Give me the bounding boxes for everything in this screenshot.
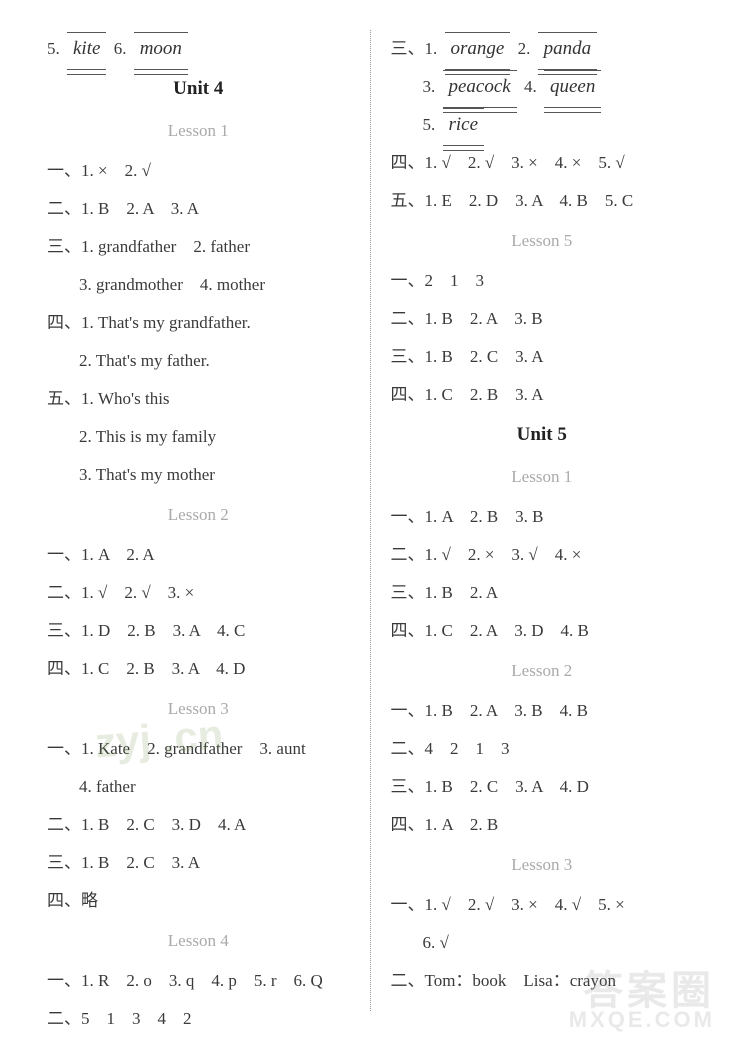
answer-line: 五、1. E 2. D 3. A 4. B 5. C (391, 182, 694, 220)
lesson-heading: Lesson 1 (391, 456, 694, 498)
lesson-heading: Lesson 5 (391, 220, 694, 262)
blank-answer: moon (134, 30, 188, 68)
answer-line: 五、1. Who's this (47, 380, 350, 418)
item-number: 5. (423, 115, 436, 134)
blank-answer: kite (67, 30, 106, 68)
item-number: 三、1. (391, 39, 438, 58)
unit-heading: Unit 5 (391, 414, 694, 456)
answer-line: 一、2 1 3 (391, 262, 694, 300)
answer-line: 二、1. √ 2. √ 3. × (47, 574, 350, 612)
lesson-heading: Lesson 1 (47, 110, 350, 152)
item-number: 3. (423, 77, 436, 96)
lesson-heading: Lesson 4 (47, 920, 350, 962)
answer-line: 三、1. B 2. C 3. A 4. D (391, 768, 694, 806)
answer-line: 二、1. B 2. A 3. A (47, 190, 350, 228)
item-number: 5. (47, 39, 60, 58)
answer-line: 一、1. A 2. A (47, 536, 350, 574)
answer-line: 三、1. grandfather 2. father (47, 228, 350, 266)
blank-line: 3. peacock 4. queen (391, 68, 694, 106)
answer-line: 二、1. √ 2. × 3. √ 4. × (391, 536, 694, 574)
answer-line: 四、1. A 2. B (391, 806, 694, 844)
answer-line: 一、1. × 2. √ (47, 152, 350, 190)
blank-answer: peacock (443, 68, 517, 106)
answer-line: 二、4 2 1 3 (391, 730, 694, 768)
lesson-heading: Lesson 3 (391, 844, 694, 886)
item-number: 4. (524, 77, 537, 96)
answer-line: 一、1. R 2. o 3. q 4. p 5. r 6. Q (47, 962, 350, 1000)
answer-line: 四、1. That's my grandfather. (47, 304, 350, 342)
blank-answer: panda (538, 30, 598, 68)
answer-line: 二、1. B 2. A 3. B (391, 300, 694, 338)
blank-line: 三、1. orange 2. panda (391, 30, 694, 68)
answer-line: 四、1. C 2. B 3. A (391, 376, 694, 414)
answer-line: 一、1. √ 2. √ 3. × 4. √ 5. × (391, 886, 694, 924)
answer-line: 一、1. Kate 2. grandfather 3. aunt (47, 730, 350, 768)
blank-line: 5. kite 6. moon (47, 30, 350, 68)
answer-line: 三、1. B 2. C 3. A (391, 338, 694, 376)
answer-page: 5. kite 6. moon Unit 4 Lesson 1 一、1. × 2… (0, 0, 740, 1041)
left-column: 5. kite 6. moon Unit 4 Lesson 1 一、1. × 2… (35, 30, 362, 1011)
answer-line: 三、1. B 2. C 3. A (47, 844, 350, 882)
answer-line: 二、1. B 2. C 3. D 4. A (47, 806, 350, 844)
answer-line: 四、1. C 2. A 3. D 4. B (391, 612, 694, 650)
blank-line: 5. rice (391, 106, 694, 144)
column-divider (370, 30, 371, 1011)
answer-line: 二、5 1 3 4 2 (47, 1000, 350, 1038)
item-number: 6. (114, 39, 127, 58)
blank-answer: rice (443, 106, 485, 144)
lesson-heading: Lesson 2 (47, 494, 350, 536)
answer-line: 2. This is my family (47, 418, 350, 456)
answer-line: 3. That's my mother (47, 456, 350, 494)
answer-line: 三、1. B 2. A (391, 574, 694, 612)
answer-line: 4. father (47, 768, 350, 806)
lesson-heading: Lesson 3 (47, 688, 350, 730)
answer-line: 四、1. √ 2. √ 3. × 4. × 5. √ (391, 144, 694, 182)
item-number: 2. (518, 39, 531, 58)
answer-line: 6. √ (391, 924, 694, 962)
unit-heading: Unit 4 (47, 68, 350, 110)
answer-line: 3. grandmother 4. mother (47, 266, 350, 304)
answer-line: 一、1. A 2. B 3. B (391, 498, 694, 536)
answer-line: 2. That's my father. (47, 342, 350, 380)
answer-line: 一、1. B 2. A 3. B 4. B (391, 692, 694, 730)
right-column: 三、1. orange 2. panda 3. peacock 4. queen… (379, 30, 706, 1011)
blank-answer: orange (445, 30, 511, 68)
answer-line: 三、1. D 2. B 3. A 4. C (47, 612, 350, 650)
blank-answer: queen (544, 68, 601, 106)
answer-line: 四、1. C 2. B 3. A 4. D (47, 650, 350, 688)
answer-line: 二、Tom：book Lisa：crayon (391, 962, 694, 1000)
answer-line: 四、略 (47, 882, 350, 920)
lesson-heading: Lesson 2 (391, 650, 694, 692)
